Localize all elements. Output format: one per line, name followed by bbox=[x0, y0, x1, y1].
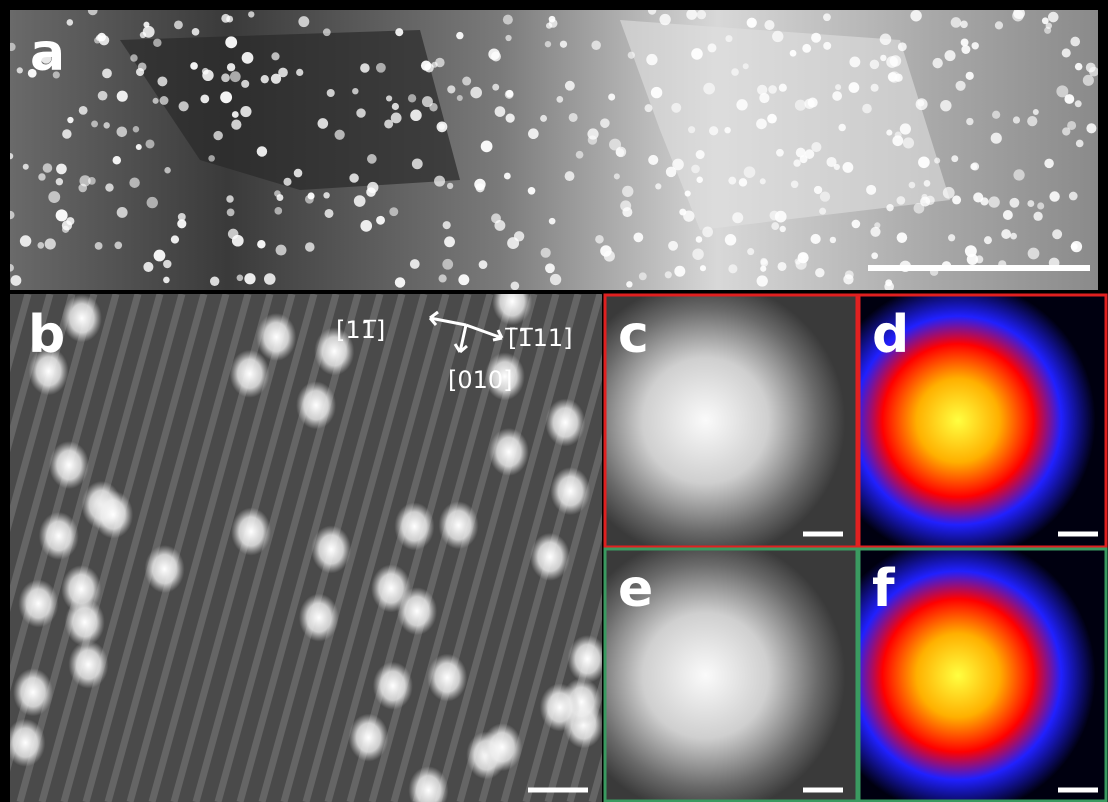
panel-f-image bbox=[858, 549, 1108, 802]
direction-label: [̅1̅11] bbox=[504, 324, 572, 352]
panel-label: e bbox=[618, 559, 653, 619]
panel-label: a bbox=[30, 23, 65, 83]
panel-label: b bbox=[28, 305, 65, 365]
panel-label: d bbox=[872, 305, 909, 365]
direction-label: [010] bbox=[448, 366, 513, 394]
panel-a-image bbox=[6, 6, 1099, 292]
figure: a b c d e f [11̅] [̅1̅11] [010] bbox=[0, 0, 1108, 802]
panel-label: f bbox=[872, 559, 896, 619]
panel-label: c bbox=[618, 305, 649, 365]
direction-label: [11̅] bbox=[336, 316, 385, 344]
